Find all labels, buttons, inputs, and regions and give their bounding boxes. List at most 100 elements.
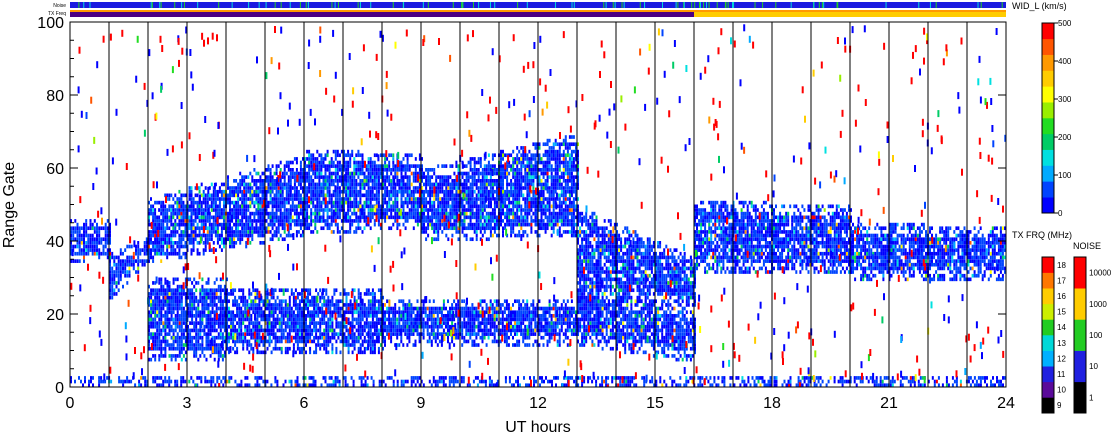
echo-cell bbox=[550, 324, 553, 329]
echo-cell bbox=[564, 303, 567, 307]
echo-cell bbox=[479, 324, 482, 329]
echo-cell bbox=[76, 230, 79, 234]
echo-cell bbox=[320, 204, 323, 209]
echo-cell bbox=[577, 324, 579, 329]
echo-cell bbox=[251, 222, 254, 227]
echo-cell bbox=[245, 204, 248, 209]
echo-cell bbox=[174, 324, 177, 329]
echo-cell bbox=[255, 182, 258, 187]
echo-cell bbox=[326, 168, 329, 172]
echo-cell bbox=[292, 324, 295, 329]
echo-cell bbox=[636, 317, 639, 322]
echo-cell bbox=[332, 164, 335, 168]
echo-cell bbox=[244, 324, 247, 329]
echo-cell bbox=[681, 306, 684, 311]
echo-cell bbox=[324, 182, 327, 187]
echo-cell bbox=[256, 328, 259, 333]
echo-cell bbox=[272, 295, 275, 300]
echo-cell bbox=[211, 306, 214, 311]
echo-cell bbox=[503, 339, 506, 344]
echo-cell bbox=[432, 335, 435, 340]
echo-cell bbox=[595, 332, 598, 336]
echo-cell bbox=[91, 244, 94, 249]
echo-cell bbox=[227, 226, 229, 231]
echo-cell bbox=[279, 211, 282, 216]
echo-cell bbox=[106, 248, 109, 252]
echo-cell bbox=[269, 230, 272, 234]
echo-cell bbox=[178, 343, 181, 347]
echo-cell bbox=[194, 237, 197, 242]
echo-cell bbox=[591, 339, 594, 344]
echo-cell bbox=[298, 317, 301, 322]
noise-bar-tick bbox=[197, 2, 199, 8]
echo-cell bbox=[201, 346, 204, 351]
echo-cell bbox=[616, 303, 618, 307]
echo-cell bbox=[659, 343, 662, 347]
echo-cell bbox=[243, 233, 246, 238]
echo-cell bbox=[489, 299, 492, 304]
echo-cell bbox=[338, 200, 341, 205]
echo-cell bbox=[330, 211, 333, 216]
echo-cell bbox=[377, 332, 380, 336]
echo-cell bbox=[315, 350, 318, 355]
echo-cell bbox=[408, 314, 411, 318]
echo-cell bbox=[259, 189, 262, 194]
echo-cell bbox=[296, 343, 299, 347]
noise-bar-tick bbox=[265, 2, 267, 8]
echo-cell bbox=[266, 317, 269, 322]
noise-bar-tick bbox=[677, 2, 679, 8]
noise-bar-tick bbox=[703, 2, 705, 8]
echo-cell bbox=[166, 292, 169, 296]
echo-cell bbox=[119, 277, 122, 282]
echo-cell bbox=[203, 328, 206, 333]
echo-cell bbox=[587, 292, 590, 296]
echo-cell bbox=[148, 237, 150, 242]
echo-cell bbox=[286, 332, 289, 336]
echo-cell bbox=[392, 324, 395, 329]
echo-cell bbox=[410, 310, 413, 315]
echo-cell bbox=[233, 222, 236, 227]
echo-cell bbox=[172, 295, 175, 300]
echo-cell bbox=[240, 310, 243, 315]
echo-cell bbox=[334, 215, 337, 220]
echo-cell bbox=[652, 321, 655, 325]
echo-cell bbox=[473, 343, 476, 347]
echo-cell bbox=[132, 266, 135, 271]
echo-cell bbox=[324, 168, 327, 172]
echo-cell bbox=[104, 251, 107, 256]
echo-cell bbox=[581, 314, 584, 318]
echo-cell bbox=[262, 299, 265, 304]
echo-cell bbox=[455, 303, 458, 307]
echo-cell bbox=[202, 248, 205, 252]
echo-cell bbox=[141, 262, 144, 267]
echo-cell bbox=[307, 310, 309, 315]
echo-cell bbox=[302, 204, 304, 209]
echo-cell bbox=[286, 306, 289, 311]
echo-cell bbox=[234, 299, 237, 304]
echo-cell bbox=[254, 292, 257, 296]
echo-cell bbox=[236, 346, 239, 351]
echo-cell bbox=[293, 219, 296, 223]
echo-cell bbox=[168, 292, 171, 296]
echo-cell bbox=[290, 288, 293, 293]
echo-cell bbox=[640, 306, 643, 311]
echo-cell bbox=[290, 310, 293, 315]
noise-bar-tick bbox=[918, 2, 920, 8]
echo-cell bbox=[259, 211, 262, 216]
echo-cell bbox=[298, 328, 301, 333]
echo-cell bbox=[323, 317, 326, 322]
noise-bar-tick bbox=[427, 2, 429, 8]
echo-cell bbox=[216, 193, 219, 198]
echo-cell bbox=[336, 164, 339, 168]
echo-cell bbox=[316, 189, 319, 194]
echo-cell bbox=[117, 259, 120, 263]
echo-cell bbox=[514, 321, 516, 325]
echo-cell bbox=[305, 339, 307, 344]
echo-cell bbox=[215, 350, 218, 355]
echo-cell bbox=[338, 175, 341, 179]
echo-cell bbox=[162, 248, 165, 252]
echo-cell bbox=[319, 321, 322, 325]
echo-cell bbox=[154, 211, 157, 216]
echo-cell bbox=[187, 288, 189, 293]
echo-cell bbox=[338, 208, 341, 212]
